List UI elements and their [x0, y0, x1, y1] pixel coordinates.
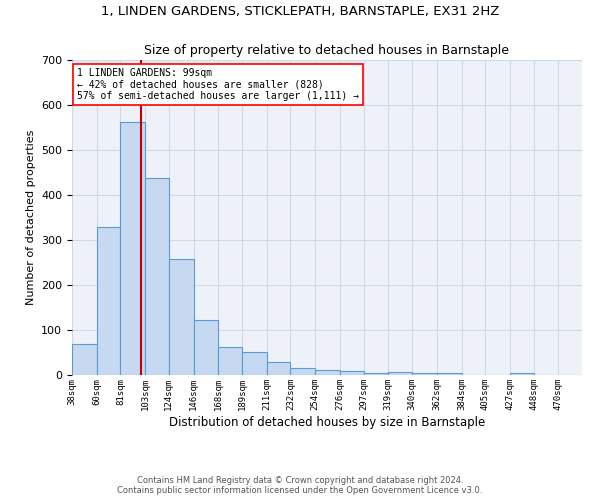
- Bar: [169, 259, 194, 375]
- Bar: [340, 370, 364, 375]
- Bar: [364, 373, 388, 375]
- Bar: [97, 226, 121, 375]
- Bar: [121, 122, 145, 375]
- Bar: [242, 352, 267, 375]
- Bar: [218, 346, 242, 375]
- Text: 1, LINDEN GARDENS, STICKLEPATH, BARNSTAPLE, EX31 2HZ: 1, LINDEN GARDENS, STICKLEPATH, BARNSTAP…: [101, 5, 499, 18]
- Title: Size of property relative to detached houses in Barnstaple: Size of property relative to detached ho…: [145, 44, 509, 58]
- Bar: [290, 368, 315, 375]
- Bar: [145, 178, 169, 375]
- Bar: [412, 373, 437, 375]
- Bar: [388, 372, 412, 375]
- Bar: [510, 373, 533, 375]
- Text: Contains HM Land Registry data © Crown copyright and database right 2024.
Contai: Contains HM Land Registry data © Crown c…: [118, 476, 482, 495]
- X-axis label: Distribution of detached houses by size in Barnstaple: Distribution of detached houses by size …: [169, 416, 485, 428]
- Bar: [267, 362, 290, 375]
- Bar: [72, 344, 97, 375]
- Bar: [437, 373, 461, 375]
- Bar: [194, 320, 218, 375]
- Bar: [315, 370, 340, 375]
- Y-axis label: Number of detached properties: Number of detached properties: [26, 130, 35, 305]
- Text: 1 LINDEN GARDENS: 99sqm
← 42% of detached houses are smaller (828)
57% of semi-d: 1 LINDEN GARDENS: 99sqm ← 42% of detache…: [77, 68, 359, 101]
